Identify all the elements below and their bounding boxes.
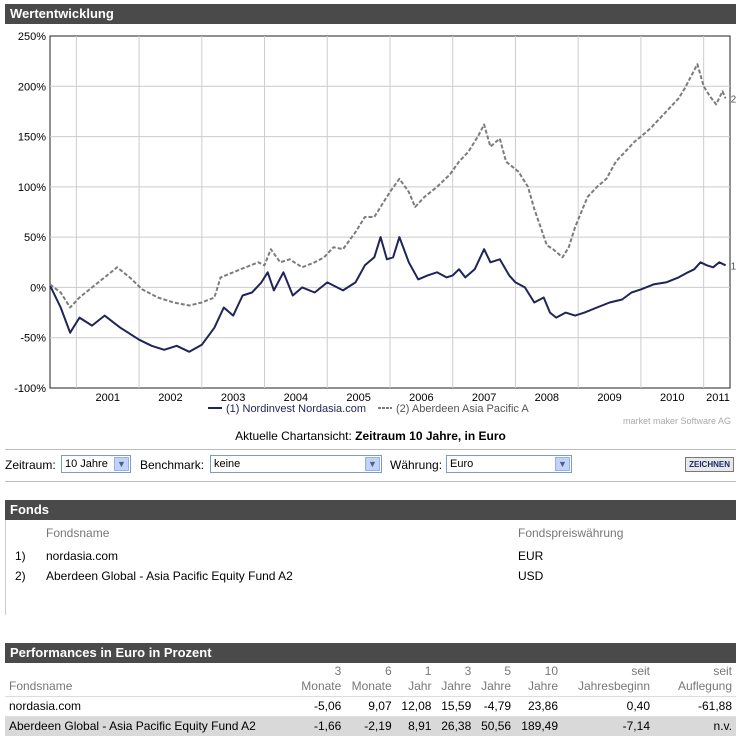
x-tick-label: 2005 [346, 392, 370, 404]
fonds-item-currency: USD [518, 569, 544, 583]
x-tick-label: 2011 [706, 392, 730, 404]
legend-entry: (2) Aberdeen Asia Pacific A [396, 403, 529, 415]
perf-col-header: seit Auflegung [677, 664, 732, 693]
fonds-section-header: Fonds [5, 500, 736, 520]
fonds-col-currency: Fondspreiswährung [518, 526, 624, 540]
x-tick-label: 2006 [409, 392, 433, 404]
zeitraum-select[interactable]: 10 Jahre ▼ [61, 455, 131, 473]
perf-cell: 15,59 [435, 696, 476, 717]
fonds-list: Fondsname Fondspreiswährung 1) nordasia.… [5, 520, 736, 615]
perf-col-header: 3 Jahre [441, 664, 472, 693]
table-row: Aberdeen Global - Asia Pacific Equity Fu… [5, 716, 736, 736]
fonds-item-number: 1) [15, 549, 26, 563]
chart-section-header: Wertentwicklung [5, 4, 736, 24]
waehrung-label: Währung: [390, 458, 443, 472]
y-tick-label: 0% [30, 282, 46, 294]
perf-col-header: 6 Monate [351, 664, 392, 693]
perf-cell: 12,08 [395, 696, 436, 717]
perf-cell: 9,07 [345, 696, 396, 717]
perf-col-header: 10 Jahre [527, 664, 558, 693]
chevron-down-icon[interactable]: ▼ [114, 457, 129, 471]
y-tick-label: 150% [18, 132, 46, 144]
waehrung-value: Euro [450, 458, 474, 470]
y-tick-label: 200% [18, 81, 46, 93]
caption-period: Zeitraum 10 Jahre, in Euro [355, 429, 506, 443]
zeichnen-button[interactable]: ZEICHNEN [685, 457, 734, 472]
perf-cell: -2,19 [345, 716, 396, 736]
performance-table: Fondsname 3 Monate 6 Monate 1 Jahr 3 Jahre 5… [5, 664, 736, 736]
y-tick-label: -100% [14, 383, 46, 395]
divider [5, 449, 736, 450]
chart-controls: Zeitraum: 10 Jahre ▼ Benchmark: keine ▼ … [5, 454, 736, 476]
perf-cell: 26,38 [435, 716, 476, 736]
benchmark-value: keine [214, 458, 241, 470]
perf-cell: 0,40 [562, 696, 654, 717]
x-tick-label: 2003 [221, 392, 245, 404]
series-line [49, 236, 727, 353]
chart-watermark: market maker Software AG [623, 416, 731, 426]
perf-cell-name: Aberdeen Global - Asia Pacific Equity Fu… [5, 716, 295, 736]
zeitraum-label: Zeitraum: [5, 458, 56, 472]
x-tick-label: 2010 [660, 392, 684, 404]
chart-caption: Aktuelle Chartansicht: Zeitraum 10 Jahre… [5, 429, 736, 443]
performance-section-header: Performances in Euro in Prozent [5, 643, 736, 663]
y-tick-label: 100% [18, 182, 46, 194]
benchmark-select[interactable]: keine ▼ [210, 455, 382, 473]
series-end-label: 2 [731, 94, 736, 105]
perf-cell: -4,79 [475, 696, 516, 717]
divider [5, 481, 736, 482]
benchmark-label: Benchmark: [140, 458, 205, 472]
zeitraum-value: 10 Jahre [65, 458, 108, 470]
performance-chart: -100% -50% 0% 50% 100% 150% 200% 250% 2001 2002 2… [14, 31, 736, 426]
chevron-down-icon[interactable]: ▼ [555, 457, 570, 471]
x-tick-label: 2004 [284, 392, 308, 404]
y-tick-label: 250% [18, 31, 46, 43]
chevron-down-icon[interactable]: ▼ [365, 457, 380, 471]
performance-header-row: Fondsname 3 Monate 6 Monate 1 Jahr 3 Jahre 5… [5, 664, 736, 697]
perf-cell: n.v. [654, 716, 736, 736]
x-tick-label: 2009 [597, 392, 621, 404]
waehrung-select[interactable]: Euro ▼ [446, 455, 572, 473]
perf-cell-name: nordasia.com [5, 696, 295, 717]
perf-cell: -5,06 [295, 696, 346, 717]
fonds-item-name: Aberdeen Global - Asia Pacific Equity Fu… [46, 569, 293, 583]
fonds-item-name: nordasia.com [46, 549, 119, 563]
y-tick-label: -50% [20, 333, 46, 345]
series-end-label: 1 [731, 261, 736, 272]
x-tick-label: 2001 [95, 392, 119, 404]
perf-cell: 189,49 [515, 716, 562, 736]
perf-cell: 23,86 [515, 696, 562, 717]
perf-cell: 50,56 [475, 716, 516, 736]
perf-col-header: 5 Jahre [481, 664, 512, 693]
perf-col-header: Fondsname [9, 679, 73, 693]
caption-prefix: Aktuelle Chartansicht: [235, 429, 356, 443]
fonds-item-currency: EUR [518, 549, 544, 563]
x-tick-label: 2007 [472, 392, 496, 404]
perf-cell: -1,66 [295, 716, 346, 736]
table-row: nordasia.com -5,06 9,07 12,08 15,59 -4,7… [5, 696, 736, 717]
series-line [49, 63, 727, 309]
perf-col-header: 1 Jahr [408, 664, 432, 693]
fonds-item-number: 2) [15, 569, 26, 583]
perf-col-header: 3 Monate [301, 664, 342, 693]
perf-cell: -7,14 [562, 716, 654, 736]
perf-cell: 8,91 [395, 716, 436, 736]
x-tick-label: 2002 [158, 392, 182, 404]
perf-cell: -61,88 [654, 696, 736, 717]
y-tick-label: 50% [24, 232, 46, 244]
perf-col-header: seit Jahresbeginn [577, 664, 650, 693]
legend-entry: (1) Nordinvest Nordasia.com [226, 403, 366, 415]
x-tick-label: 2008 [535, 392, 559, 404]
fonds-col-name: Fondsname [46, 526, 110, 540]
